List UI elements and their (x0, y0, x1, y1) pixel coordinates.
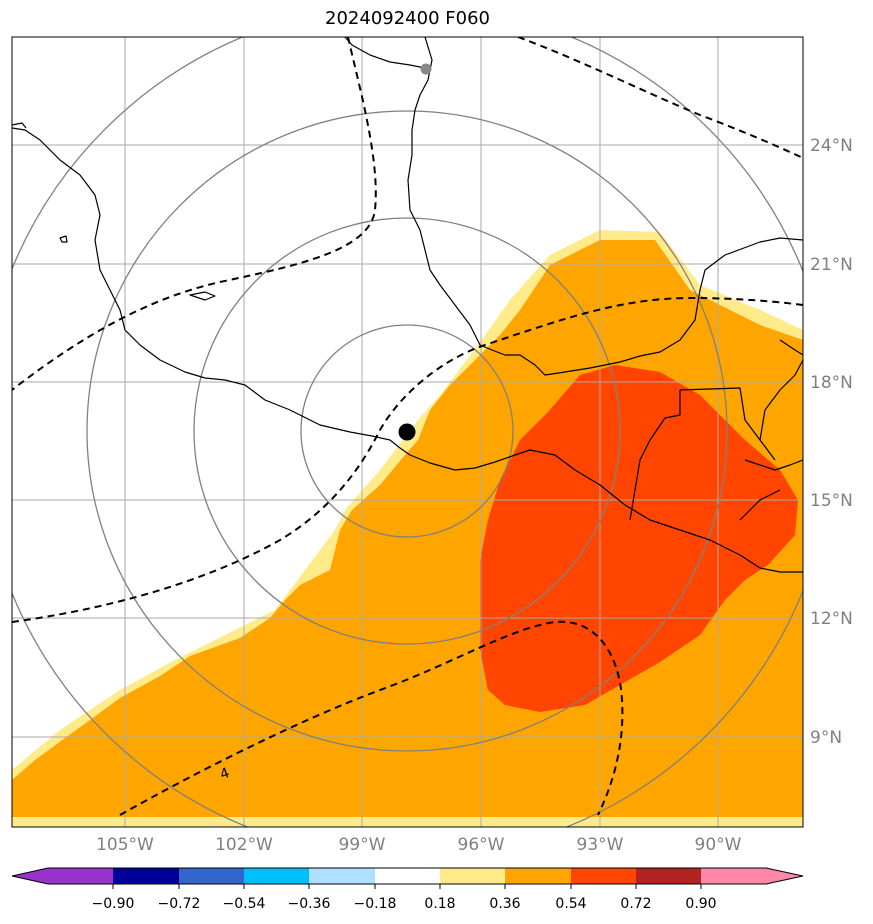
colorbar-segment (12, 868, 48, 884)
map-frame (11, 36, 804, 828)
lat-label: 9°N (810, 728, 842, 748)
lat-label: 21°N (810, 255, 853, 275)
colorbar-segment (113, 868, 179, 884)
colorbar-segment (440, 868, 505, 884)
gridlines (12, 37, 803, 827)
dashed-contours (12, 37, 803, 816)
colorbar-tick-label: 0.18 (424, 896, 455, 912)
lat-label: 24°N (810, 136, 853, 156)
colorbar-segment (636, 868, 701, 884)
colorbar-tick-label: −0.90 (92, 896, 135, 912)
colorbar-segment (701, 868, 766, 884)
lat-label: 12°N (810, 609, 853, 629)
grey-point-marker (420, 63, 432, 75)
colorbar-tick-label: −0.18 (354, 896, 397, 912)
lat-label: 15°N (810, 491, 853, 511)
colorbar-tick-label: 0.54 (555, 896, 586, 912)
map-area: 4 (12, 37, 803, 827)
colorbar-segment (48, 868, 113, 884)
storm-center-marker (398, 423, 416, 441)
colorbar-tick-label: 0.36 (489, 896, 520, 912)
colorbar-segment (244, 868, 309, 884)
coastlines (12, 37, 803, 573)
lon-label: 96°W (458, 835, 505, 855)
colorbar-tick-label: −0.36 (288, 896, 331, 912)
range-rings (12, 37, 803, 827)
latitude-labels: 24°N 21°N 18°N 15°N 12°N 9°N (810, 136, 853, 748)
longitude-labels: 105°W 102°W 99°W 96°W 93°W 90°W (96, 835, 742, 855)
lon-label: 90°W (695, 835, 742, 855)
colorbar-tick-label: −0.72 (158, 896, 201, 912)
colorbar-segment (309, 868, 375, 884)
lat-label: 18°N (810, 373, 853, 393)
colorbar: −0.90 −0.72 −0.54 −0.36 −0.18 0.18 0.36 … (11, 867, 804, 912)
colorbar-outline (11, 867, 804, 885)
colorbar-segment (179, 868, 244, 884)
map-title: 2024092400 F060 (325, 8, 490, 29)
colorbar-segment (571, 868, 636, 884)
colorbar-segment (375, 868, 440, 884)
lon-label: 105°W (96, 835, 154, 855)
colorbar-tick-label: 0.90 (685, 896, 716, 912)
colorbar-segment (505, 868, 571, 884)
colorbar-ticks (112, 884, 702, 889)
lon-label: 99°W (339, 835, 386, 855)
colorbar-tick-label: 0.72 (620, 896, 651, 912)
lon-label: 102°W (215, 835, 273, 855)
colorbar-segment (766, 868, 803, 884)
colorbar-tick-label: −0.54 (223, 896, 266, 912)
lon-label: 93°W (577, 835, 624, 855)
